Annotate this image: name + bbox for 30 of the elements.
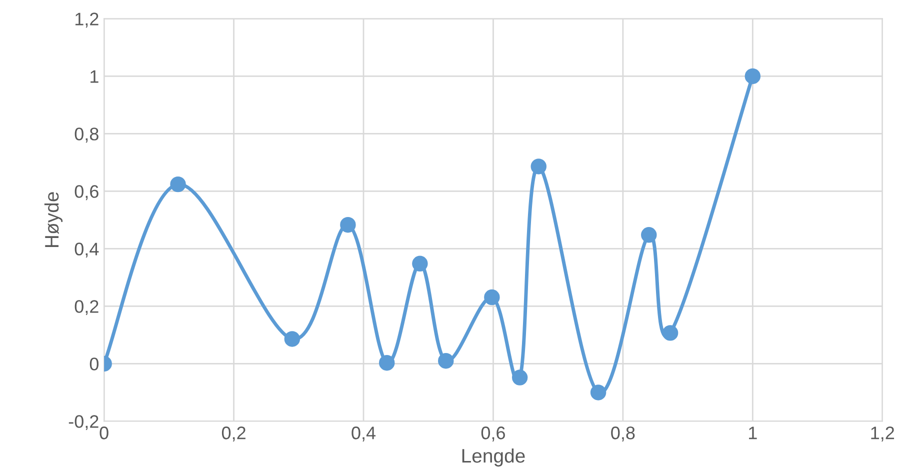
- y-tick-label: 1,2: [75, 12, 98, 28]
- point: [378, 354, 395, 371]
- y-tick-label: 0: [90, 358, 99, 370]
- point: [438, 352, 454, 369]
- point: [284, 331, 300, 347]
- y-tick-label: 0,6: [74, 185, 98, 200]
- point: [641, 227, 657, 243]
- point: [662, 325, 678, 341]
- x-axis-title: Lengde: [462, 448, 525, 467]
- x-tick-label: 0,2: [222, 426, 246, 442]
- x-tick-label: 0,4: [352, 426, 376, 442]
- x-tick-label: 1: [749, 426, 757, 440]
- x-tick-label: 0,8: [611, 426, 635, 442]
- point: [530, 158, 546, 174]
- point: [590, 384, 606, 400]
- y-tick-label: 0,8: [74, 128, 98, 143]
- x-tick-label: 0,6: [481, 426, 505, 442]
- point: [512, 370, 528, 386]
- y-tick-label: 1: [90, 70, 98, 83]
- point: [170, 176, 186, 192]
- point: [412, 256, 428, 272]
- point: [340, 216, 356, 233]
- y-tick-label: 0,2: [74, 300, 98, 316]
- y-axis-title: Høyde: [44, 192, 63, 247]
- point: [484, 289, 500, 306]
- x-tick-label: 1,2: [871, 426, 894, 442]
- y-tick-label: -0,2: [68, 415, 98, 430]
- y-tick-label: 0,4: [74, 242, 99, 258]
- x-tick-label: 0: [100, 426, 108, 440]
- point: [744, 68, 761, 84]
